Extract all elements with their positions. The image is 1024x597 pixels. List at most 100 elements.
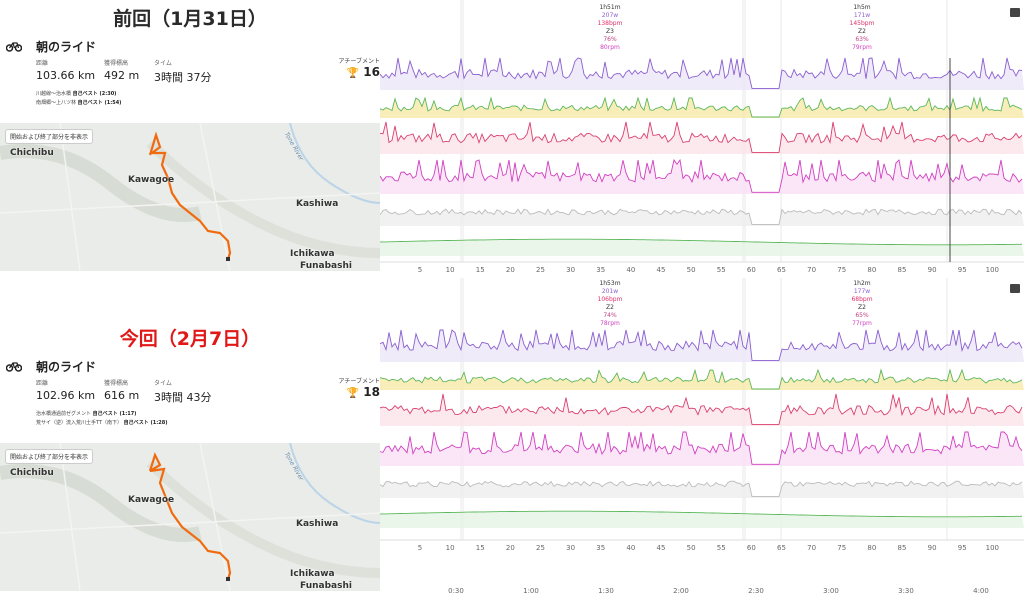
analysis-chart[interactable]: 5 10 15 20 25 30 35 40 45 50 55 60 65 70 75 80 85 90 95 100… — [380, 0, 1024, 278]
time-tick-label: 3:30 — [898, 587, 914, 595]
km-tick-label: 40 — [626, 266, 635, 274]
time-tick-label: 1:00 — [523, 587, 539, 595]
city-label: Kashiwa — [296, 519, 339, 529]
elevation-series-area — [380, 239, 1024, 256]
km-tick-label: 35 — [596, 266, 605, 274]
segment-item[interactable]: 南畑郷〜上八ツ林 自己ベスト (1:54) — [36, 99, 121, 108]
segment-item[interactable]: 治水橋通過前ゼグメント 自己ベスト (1:17) — [36, 410, 167, 419]
segment-pr: 自己ベスト (1:28) — [123, 420, 168, 426]
map-canvas — [0, 123, 380, 271]
map-canvas — [0, 443, 380, 591]
time-tick-label: 2:30 — [748, 587, 764, 595]
stat-distance: 距離 102.96 km — [36, 378, 95, 402]
km-tick-label: 100 — [986, 544, 999, 552]
power-series-area — [380, 330, 1024, 362]
lap-hr: 138bpm — [597, 20, 623, 27]
analysis-chart[interactable]: 5 10 15 20 25 30 35 40 45 50 55 60 65 70 75 80 85 90 95 100… — [380, 278, 1024, 597]
lap-hr: 68bpm — [851, 296, 873, 303]
km-tick-label: 85 — [897, 266, 906, 274]
km-tick-label: 95 — [958, 544, 967, 552]
city-label: Kawagoe — [128, 495, 175, 505]
lap-summary-2: 1h5m 171w 145bpm Z2 63% 79rpm — [832, 4, 892, 52]
speed-series-area — [380, 209, 1024, 226]
cadence-series-area — [380, 432, 1024, 466]
lap-power: 207w — [601, 12, 619, 19]
stat-label: 獲得標高 — [104, 380, 129, 387]
km-tick-label: 15 — [476, 266, 485, 274]
comment-icon[interactable] — [1010, 284, 1020, 293]
bike-icon — [6, 42, 22, 52]
stat-value: 492 m — [104, 69, 140, 82]
hide-start-end-toggle[interactable]: 開始および終了部分を非表示 — [5, 449, 94, 464]
trophy-icon: 🏆 — [346, 388, 360, 399]
stat-time: タイム 3時間 37分 — [154, 58, 212, 85]
stat-time: タイム 3時間 43分 — [154, 378, 212, 405]
km-tick-label: 100 — [986, 266, 999, 274]
km-tick-label: 25 — [536, 266, 545, 274]
stat-label: タイム — [154, 380, 172, 387]
km-tick-label: 85 — [897, 544, 906, 552]
km-tick-label: 90 — [928, 544, 937, 552]
stat-value: 102.96 km — [36, 389, 96, 402]
stat-value: 103.66 km — [36, 69, 96, 82]
route-line — [148, 131, 232, 260]
km-tick-label: 50 — [687, 266, 696, 274]
heart-rate-series — [380, 393, 1023, 425]
km-tick-label: 75 — [837, 544, 846, 552]
stat-label: タイム — [154, 60, 172, 67]
lap-pct: 65% — [855, 312, 869, 319]
speed-series — [380, 208, 1023, 226]
heart-rate-series-area — [380, 122, 1024, 154]
km-tick-label: 45 — [657, 544, 666, 552]
achievements[interactable]: アチーブメント 🏆 18 — [338, 376, 380, 399]
hide-start-end-toggle[interactable]: 開始および終了部分を非表示 — [5, 129, 94, 144]
segment-pr: 自己ベスト (1:54) — [77, 100, 122, 106]
lap-time: 1h51m — [599, 4, 621, 11]
segment-item[interactable]: 川越線〜治水橋 自己ベスト (2:30) — [36, 90, 121, 99]
time-tick-label: 0:30 — [448, 587, 464, 595]
power-series — [380, 57, 1023, 89]
zones-series — [380, 96, 1023, 118]
lap-zone: Z2 — [858, 28, 866, 35]
stat-elevation: 獲得標高 492 m — [104, 58, 139, 82]
km-tick-label: 10 — [446, 266, 455, 274]
cadence-series — [380, 158, 1023, 193]
route-map[interactable]: 開始および終了部分を非表示 Chichibu Kawagoe Kashiwa I… — [0, 443, 380, 591]
city-label: Kashiwa — [296, 199, 339, 209]
lap-power: 177w — [853, 288, 871, 295]
stat-value: 3時間 43分 — [154, 391, 212, 404]
city-label: Chichibu — [10, 468, 54, 478]
km-tick-label: 65 — [777, 544, 786, 552]
time-tick-label: 2:00 — [673, 587, 689, 595]
previous-activity-panel: 前回（1月31日） 朝のライド 距離 103.66 km 獲得標高 492 m … — [0, 0, 1024, 278]
segment-pr: 自己ベスト (1:17) — [92, 411, 137, 417]
route-map[interactable]: 開始および終了部分を非表示 Chichibu Kawagoe Kashiwa I… — [0, 123, 380, 271]
stat-label: 獲得標高 — [104, 60, 129, 67]
achievements-count: 16 — [363, 65, 380, 79]
lap-cad: 79rpm — [852, 44, 872, 51]
km-tick-label: 5 — [418, 544, 422, 552]
comment-icon[interactable] — [1010, 8, 1020, 17]
km-tick-label: 45 — [657, 266, 666, 274]
lap-time: 1h2m — [853, 280, 871, 287]
km-tick-label: 20 — [506, 266, 515, 274]
elevation-series-area — [380, 511, 1024, 528]
elevation-series — [380, 238, 1023, 246]
achievements-label: アチーブメント — [338, 378, 380, 385]
lap-zone: Z2 — [858, 304, 866, 311]
km-tick-label: 65 — [777, 266, 786, 274]
lap-zone: Z2 — [606, 304, 614, 311]
segment-item[interactable]: 荒サイ（逆）流入荒川土手TT（南下） 自己ベスト (1:28) — [36, 419, 167, 428]
achievements[interactable]: アチーブメント 🏆 16 — [338, 56, 380, 79]
lap-cad: 77rpm — [852, 320, 872, 327]
activity-title[interactable]: 朝のライド — [36, 40, 97, 54]
segment-pr: 自己ベスト (2:30) — [72, 91, 117, 97]
lap-summary-2: 1h2m 177w 68bpm Z2 65% 77rpm — [832, 280, 892, 328]
km-tick-label: 25 — [536, 544, 545, 552]
activity-title[interactable]: 朝のライド — [36, 360, 97, 374]
speed-series — [380, 480, 1023, 498]
lap-cad: 80rpm — [600, 44, 620, 51]
lap-hr: 106bpm — [597, 296, 623, 303]
km-tick-label: 35 — [596, 544, 605, 552]
km-tick-label: 55 — [717, 266, 726, 274]
